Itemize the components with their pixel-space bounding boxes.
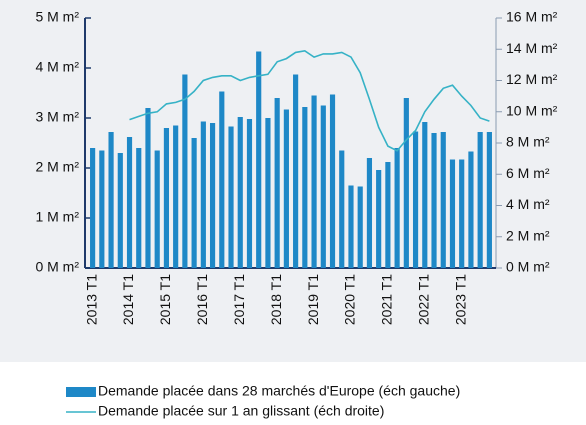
bar (136, 148, 142, 268)
bar (412, 131, 419, 268)
bar (394, 148, 400, 268)
bar (311, 95, 317, 268)
bar (173, 125, 179, 268)
x-tick-label: 2019 T1 (305, 274, 321, 325)
bar (477, 132, 483, 268)
y-tick-label: 4 M m² (35, 59, 79, 75)
y2-tick-label: 16 M m² (506, 9, 558, 25)
y2-tick-label: 8 M m² (506, 134, 550, 150)
y2-tick-label: 12 M m² (506, 71, 558, 87)
bar (209, 123, 216, 268)
bar (293, 74, 299, 268)
x-tick-label: 2014 T1 (120, 274, 136, 325)
bar (403, 98, 409, 268)
x-tick-label: 2013 T1 (83, 274, 99, 325)
bar (302, 107, 308, 268)
bar (329, 94, 336, 268)
y2-tick-label: 0 M m² (506, 259, 550, 275)
legend-label: Demande placée dans 28 marchés d'Europe … (98, 383, 460, 399)
bar (154, 150, 160, 268)
x-tick-label: 2023 T1 (452, 274, 468, 325)
y-tick-label: 0 M m² (35, 259, 79, 275)
x-tick-label: 2022 T1 (415, 274, 431, 325)
bar (422, 122, 428, 268)
x-tick-label: 2016 T1 (194, 274, 210, 325)
bar (486, 132, 492, 268)
bar (99, 150, 105, 268)
bar (237, 117, 243, 268)
bar (459, 159, 465, 268)
y-tick-label: 1 M m² (35, 209, 79, 225)
bar (440, 132, 446, 268)
y2-tick-label: 14 M m² (506, 40, 558, 56)
y2-tick-label: 6 M m² (506, 165, 550, 181)
bar (320, 105, 326, 268)
bar (366, 158, 373, 268)
x-tick-label: 2018 T1 (268, 274, 284, 325)
x-tick-label: 2017 T1 (231, 274, 247, 325)
bar (449, 159, 456, 268)
bar (431, 133, 437, 268)
y2-tick-label: 2 M m² (506, 227, 550, 243)
bar (182, 74, 188, 268)
bar (385, 162, 391, 268)
x-tick-label: 2015 T1 (157, 274, 173, 325)
bar (228, 126, 234, 268)
bar (246, 119, 253, 268)
bar (283, 109, 289, 268)
bar (219, 91, 225, 268)
bar (348, 185, 354, 268)
legend-label: Demande placée sur 1 an glissant (éch dr… (98, 403, 384, 419)
y2-tick-label: 10 M m² (506, 102, 558, 118)
bar (376, 170, 382, 268)
bar (256, 51, 262, 268)
x-tick-label: 2021 T1 (379, 274, 395, 325)
bar (108, 132, 114, 268)
x-tick-label: 2020 T1 (342, 274, 358, 325)
bar (357, 186, 363, 268)
bar (126, 137, 133, 268)
bar (163, 128, 170, 268)
bar (145, 108, 151, 268)
bar (191, 138, 197, 268)
y-tick-label: 5 M m² (35, 9, 79, 25)
bar (339, 150, 345, 268)
bar (274, 98, 280, 268)
legend-swatch (66, 387, 96, 397)
bar (117, 153, 123, 268)
line (129, 49, 490, 152)
bar (468, 151, 474, 268)
bar (265, 118, 271, 268)
bar (90, 148, 96, 268)
y-tick-label: 3 M m² (35, 109, 79, 125)
y2-tick-label: 4 M m² (506, 196, 550, 212)
y-tick-label: 2 M m² (35, 159, 79, 175)
bar (200, 121, 206, 268)
